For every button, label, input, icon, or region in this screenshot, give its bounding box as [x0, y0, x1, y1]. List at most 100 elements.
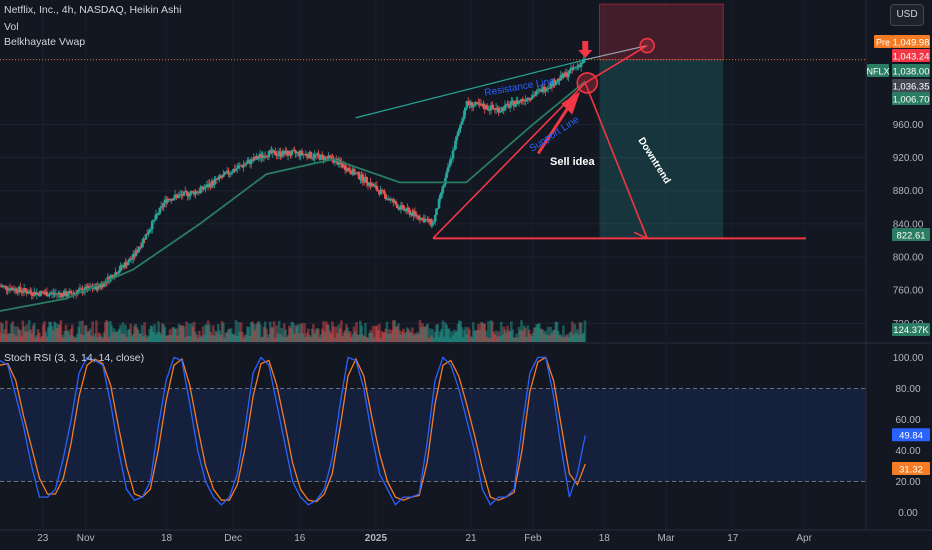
volume-bar — [478, 329, 481, 342]
candle — [228, 173, 231, 179]
candle — [365, 176, 369, 188]
volume-bar — [172, 327, 176, 342]
osc-tick-label: 100.00 — [893, 353, 924, 364]
candle-body — [128, 258, 131, 263]
volume-bar — [196, 337, 200, 342]
volume-bar — [470, 337, 474, 342]
volume-bar — [180, 325, 183, 342]
candle-body — [395, 204, 399, 209]
stoch-rsi-title: Stoch RSI (3, 3, 14, 14, close) — [4, 352, 145, 364]
candle-body — [317, 153, 320, 156]
volume-bar — [504, 332, 508, 342]
volume-bar — [381, 332, 385, 342]
candle-body — [568, 70, 572, 74]
time-tick-label: Feb — [524, 533, 542, 544]
volume-bar — [32, 323, 36, 342]
stoch-rsi-pane — [0, 356, 866, 506]
legend-vwap: Belkhayate Vwap — [4, 36, 86, 48]
volume-bar — [24, 331, 27, 342]
candle-body — [244, 163, 248, 165]
volume-bar — [425, 325, 428, 342]
volume-bar — [442, 336, 446, 342]
candle-body — [67, 291, 70, 296]
volume-bar — [380, 331, 384, 342]
stoch-d-line — [0, 356, 586, 503]
volume-bar — [445, 324, 448, 342]
candle-body — [234, 168, 238, 171]
volume-bar — [253, 330, 257, 342]
volume-bar — [577, 334, 580, 342]
volume-bar — [194, 331, 197, 342]
volume-bar — [355, 322, 358, 342]
volume-bar — [215, 332, 219, 342]
volume-bar — [489, 320, 493, 342]
volume-bar — [266, 337, 270, 342]
volume-bar — [452, 329, 456, 342]
candle — [553, 77, 556, 88]
candle — [235, 163, 239, 174]
candle — [503, 100, 507, 112]
volume-bar — [175, 328, 178, 342]
volume-bar — [293, 333, 296, 342]
volume-bar — [497, 331, 500, 342]
volume-bar — [104, 322, 107, 342]
candle — [437, 197, 441, 209]
volume-bar — [248, 335, 252, 342]
volume-bar — [115, 332, 119, 342]
candle-body — [235, 168, 239, 170]
candle-body — [355, 172, 358, 174]
volume-bar — [532, 327, 536, 342]
volume-bar — [213, 335, 216, 342]
candle — [361, 172, 365, 186]
volume-bar — [143, 322, 146, 342]
candle — [15, 287, 18, 295]
price-label-box — [892, 64, 930, 77]
candle-body — [445, 172, 448, 178]
candle-body — [271, 150, 275, 154]
candle-body — [506, 103, 509, 105]
volume-bar — [178, 326, 182, 342]
candle-body — [257, 157, 261, 159]
volume-bar — [252, 323, 256, 342]
volume-bar — [548, 335, 551, 342]
volume-bar — [216, 323, 220, 342]
volume-label-box — [892, 323, 930, 336]
candle — [408, 207, 412, 218]
volume-bar — [65, 330, 69, 342]
volume-bar — [384, 328, 388, 342]
volume-bar — [238, 331, 242, 342]
volume-bar — [88, 328, 92, 342]
candle-body — [35, 292, 39, 296]
volume-bar — [385, 321, 389, 342]
price-label-tag-text: NFLX — [866, 67, 889, 77]
candle-body — [513, 104, 517, 107]
currency-button[interactable]: USD — [890, 4, 924, 26]
candle-body — [543, 87, 546, 92]
volume-bar — [451, 335, 455, 342]
volume-bar — [279, 334, 282, 342]
candle-body — [162, 203, 165, 208]
candle-body — [274, 151, 277, 156]
volume-bar — [407, 329, 410, 342]
candle — [48, 292, 51, 299]
time-tick-label: Dec — [224, 533, 242, 544]
volume-bar — [38, 332, 41, 342]
volume-bar — [173, 328, 177, 342]
volume-bar — [459, 320, 462, 342]
candle-body — [352, 168, 356, 175]
candle — [274, 147, 277, 156]
candle-body — [77, 289, 80, 292]
candle — [194, 188, 197, 199]
volume-bar — [518, 330, 522, 342]
volume-bar — [227, 329, 230, 342]
legend-vol: Vol — [4, 21, 19, 33]
candle-body — [430, 219, 433, 226]
volume-bar — [422, 326, 426, 342]
candle — [11, 286, 14, 291]
candle — [357, 171, 361, 180]
volume-bar — [91, 321, 94, 342]
candle-body — [46, 295, 50, 297]
volume-bar — [101, 337, 105, 342]
volume-bar — [573, 323, 577, 342]
